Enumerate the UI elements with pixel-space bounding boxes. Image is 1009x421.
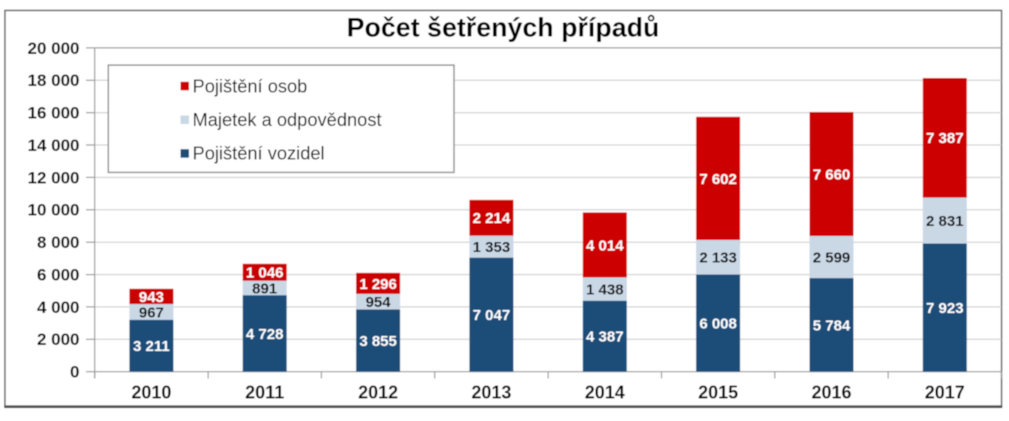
svg-text:2015: 2015	[698, 383, 738, 403]
svg-text:18 000: 18 000	[28, 71, 80, 90]
svg-text:1 296: 1 296	[359, 276, 397, 293]
svg-text:3 855: 3 855	[359, 333, 397, 350]
svg-text:6 000: 6 000	[37, 266, 80, 285]
svg-text:10 000: 10 000	[28, 201, 80, 220]
svg-text:2010: 2010	[131, 383, 171, 403]
svg-text:2 599: 2 599	[813, 249, 851, 266]
svg-text:20 000: 20 000	[28, 39, 80, 58]
svg-text:Pojištění vozidel: Pojištění vozidel	[193, 143, 325, 164]
svg-text:14 000: 14 000	[28, 136, 80, 155]
svg-text:12 000: 12 000	[28, 168, 80, 187]
svg-text:4 728: 4 728	[246, 326, 284, 343]
svg-text:7 047: 7 047	[473, 307, 511, 324]
svg-text:4 387: 4 387	[586, 329, 624, 346]
svg-text:7 923: 7 923	[926, 300, 964, 317]
svg-text:6 008: 6 008	[699, 316, 737, 333]
svg-text:5 784: 5 784	[813, 317, 851, 334]
svg-text:2011: 2011	[245, 383, 284, 403]
svg-text:2 214: 2 214	[473, 210, 511, 227]
svg-text:967: 967	[139, 304, 164, 321]
svg-text:3 211: 3 211	[133, 338, 170, 355]
svg-text:0: 0	[70, 363, 79, 382]
svg-text:2017: 2017	[925, 383, 965, 403]
svg-text:2014: 2014	[585, 383, 625, 403]
svg-text:Pojištění osob: Pojištění osob	[193, 75, 308, 96]
svg-text:1 353: 1 353	[473, 239, 511, 256]
svg-text:943: 943	[139, 289, 164, 306]
svg-text:2012: 2012	[358, 383, 398, 403]
svg-text:2 831: 2 831	[926, 213, 964, 230]
svg-text:2 000: 2 000	[37, 330, 80, 349]
svg-text:891: 891	[252, 280, 277, 297]
svg-text:954: 954	[366, 294, 392, 311]
svg-text:1 046: 1 046	[246, 265, 284, 282]
svg-text:7 660: 7 660	[813, 166, 851, 183]
svg-text:4 000: 4 000	[37, 298, 80, 317]
svg-text:2013: 2013	[471, 383, 511, 403]
svg-text:1 438: 1 438	[586, 281, 624, 298]
svg-text:2 133: 2 133	[699, 250, 737, 267]
svg-text:16 000: 16 000	[28, 104, 80, 123]
svg-text:8 000: 8 000	[37, 233, 80, 252]
svg-text:7 602: 7 602	[699, 171, 737, 188]
svg-text:2016: 2016	[811, 383, 851, 403]
svg-text:Počet šetřených případů: Počet šetřených případů	[347, 13, 660, 43]
svg-text:Majetek a odpovědnost: Majetek a odpovědnost	[193, 109, 382, 130]
svg-text:4 014: 4 014	[586, 237, 624, 254]
svg-text:7 387: 7 387	[926, 130, 964, 147]
